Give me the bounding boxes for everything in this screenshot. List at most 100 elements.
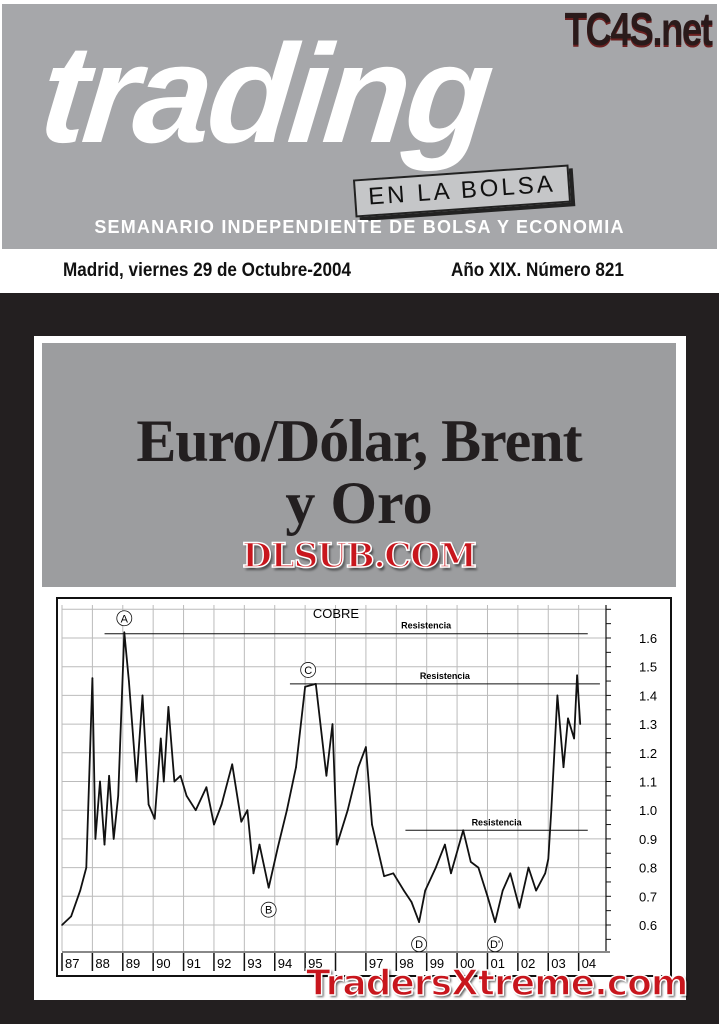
x-tick-label: 93	[247, 956, 261, 971]
price-point	[410, 901, 413, 903]
x-tick-label: 88	[95, 956, 109, 971]
price-point	[501, 889, 504, 892]
price-point	[567, 717, 569, 720]
price-point	[173, 780, 176, 783]
price-point	[103, 843, 106, 846]
x-tick-label: 94	[278, 956, 292, 971]
price-point	[469, 861, 472, 863]
annotations: A B C D D'	[116, 610, 503, 953]
price-point	[435, 866, 437, 869]
price-point	[547, 858, 550, 860]
annotation-label: D	[415, 939, 423, 951]
x-tick-label: 04	[582, 956, 596, 971]
x-tick-label: 02	[521, 956, 535, 971]
price-point	[147, 803, 150, 806]
price-point	[231, 763, 233, 766]
price-point	[576, 674, 578, 677]
resistance-label: Resistencia	[401, 621, 452, 631]
price-series	[61, 631, 582, 926]
price-point	[185, 795, 188, 797]
price-point	[94, 838, 97, 840]
price-point	[79, 889, 82, 892]
price-point	[276, 846, 279, 849]
price-point	[371, 823, 373, 826]
issue-number: Año XIX. Número 821	[451, 260, 624, 281]
y-tick-label: 1.1	[639, 775, 657, 790]
x-tick-label: 90	[156, 956, 170, 971]
issue-date: Madrid, viernes 29 de Octubre-2004	[63, 260, 351, 281]
price-point	[331, 723, 334, 725]
x-tick-label: 87	[65, 956, 79, 971]
price-point	[556, 694, 559, 697]
tc4s-watermark: TC4S.net	[564, 3, 712, 55]
price-point	[527, 866, 530, 869]
resistance-lines: Resistencia Resistencia Resistencia	[104, 621, 600, 831]
price-point	[544, 872, 547, 875]
price-point	[213, 823, 215, 826]
y-tick-label: 1.5	[639, 660, 657, 675]
y-tick-label: 0.8	[639, 861, 657, 876]
price-point	[450, 872, 452, 875]
price-point	[128, 680, 130, 682]
y-tick-label: 0.9	[639, 832, 657, 847]
price-point	[486, 895, 489, 898]
y-tick-label: 1.2	[639, 746, 657, 761]
price-point	[392, 872, 395, 875]
masthead: trading TC4S.net EN LA BOLSA SEMANARIO I…	[2, 4, 717, 249]
price-point	[205, 786, 208, 789]
price-point	[99, 780, 101, 783]
copper-price-line	[61, 631, 582, 926]
headline: Euro/Dólar, Brent	[136, 408, 582, 474]
annotation-label: C	[304, 665, 312, 677]
price-point	[91, 677, 94, 679]
price-point	[258, 843, 261, 846]
axes: 87 88 89 90 91 92 93 94 95 97 98 99 00 01 02 03 04 0.6 0.7…	[61, 605, 657, 971]
x-tick-label: 89	[126, 956, 140, 971]
price-point	[579, 723, 581, 725]
price-point	[123, 631, 126, 634]
price-point	[403, 889, 405, 892]
tradersxtreme-watermark: TradersXtreme.com	[305, 962, 689, 1005]
price-point	[61, 924, 63, 926]
price-point	[518, 906, 521, 909]
price-point	[85, 866, 88, 869]
price-point	[304, 685, 306, 688]
price-point	[108, 774, 110, 777]
chart-title: COBRE	[313, 606, 360, 621]
x-tick-label: 95	[308, 956, 322, 971]
masthead-subtitle: SEMANARIO INDEPENDIENTE DE BOLSA Y ECONO…	[94, 217, 625, 237]
y-tick-label: 0.6	[639, 918, 657, 933]
price-point	[535, 889, 537, 892]
price-point	[246, 809, 249, 811]
price-point	[70, 915, 72, 918]
x-tick-label: 03	[551, 956, 565, 971]
dlsub-watermark: DLSUB.COM	[242, 536, 478, 576]
price-point	[365, 746, 367, 748]
price-point	[336, 843, 338, 846]
price-point	[163, 780, 165, 783]
trading-logo: trading	[33, 15, 497, 172]
price-point	[383, 875, 385, 878]
price-point	[346, 809, 349, 811]
x-tick-label: 91	[187, 956, 201, 971]
price-point	[179, 774, 182, 777]
annotation-label: D'	[490, 939, 500, 951]
price-point	[286, 809, 288, 811]
annotation-label: A	[121, 613, 129, 625]
price-point	[135, 780, 138, 783]
price-point	[494, 921, 496, 923]
price-point	[141, 694, 144, 697]
price-point	[424, 889, 426, 892]
x-tick-label: 00	[460, 956, 474, 971]
y-tick-label: 0.7	[639, 889, 657, 904]
price-point	[418, 921, 420, 923]
price-point	[562, 766, 565, 768]
x-tick-label: 99	[430, 956, 444, 971]
x-tick-label: 97	[369, 956, 383, 971]
price-point	[220, 803, 223, 806]
price-point	[194, 809, 197, 811]
x-tick-label: 92	[217, 956, 231, 971]
price-point	[240, 820, 243, 823]
y-tick-label: 1.3	[639, 717, 657, 732]
y-tick-label: 1.6	[639, 631, 657, 646]
